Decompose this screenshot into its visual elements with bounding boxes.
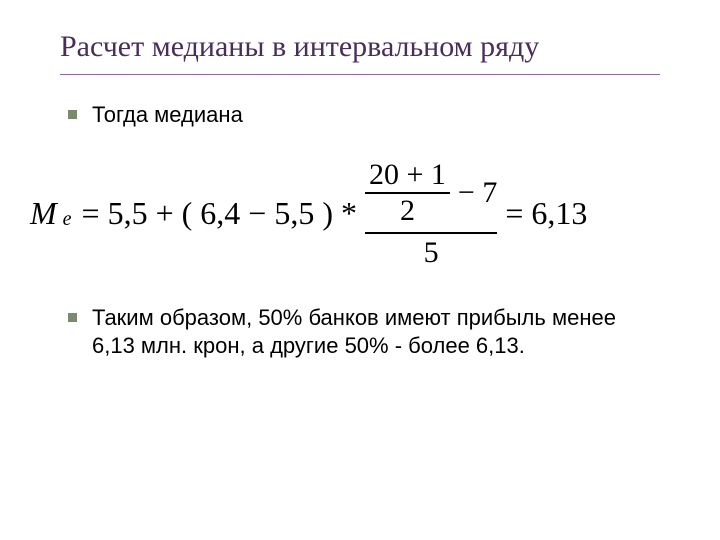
- title-underline: [60, 74, 660, 75]
- formula-eq2: =: [505, 195, 523, 232]
- formula-inner-fraction: 20 + 1 2: [365, 160, 450, 226]
- formula-lparen: (: [182, 195, 193, 232]
- formula-star: *: [341, 195, 357, 232]
- bullet-item-1: Тогда медиана: [60, 101, 660, 130]
- formula-big-fraction-num: 20 + 1 2 − 7: [365, 160, 497, 226]
- square-bullet-icon: [68, 313, 77, 322]
- median-formula: M e = 5,5 + ( 6,4 − 5,5 ) * 20 + 1 2 − 7…: [30, 160, 660, 268]
- bullet-text-2: Таким образом, 50% банков имеют прибыль …: [92, 305, 616, 359]
- formula-minus-7: − 7: [458, 178, 497, 208]
- square-bullet-icon: [68, 110, 77, 119]
- formula-inner-den: 2: [396, 196, 419, 226]
- formula-rparen: ): [322, 195, 333, 232]
- bullet-item-2: Таким образом, 50% банков имеют прибыль …: [60, 304, 660, 361]
- formula-sub-e: e: [63, 208, 72, 231]
- slide: Расчет медианы в интервальном ряду Тогда…: [0, 0, 720, 540]
- bullet-list: Тогда медиана: [60, 101, 660, 130]
- formula-v3: 5,5: [274, 195, 314, 232]
- formula-eq1: =: [82, 195, 100, 232]
- bullet-text-1: Тогда медиана: [92, 102, 243, 127]
- bullet-list-2: Таким образом, 50% банков имеют прибыль …: [60, 304, 660, 361]
- formula-plus: +: [156, 195, 174, 232]
- formula-outer-bar: [365, 232, 497, 234]
- formula-minus: −: [248, 195, 266, 232]
- formula-big-fraction: 20 + 1 2 − 7 5: [365, 160, 497, 268]
- formula-M: M: [30, 195, 57, 232]
- formula-v2: 6,4: [200, 195, 240, 232]
- formula-inner-num: 20 + 1: [365, 160, 450, 190]
- formula-v1: 5,5: [108, 195, 148, 232]
- formula-outer-den: 5: [424, 238, 439, 268]
- formula-result: 6,13: [531, 195, 587, 232]
- slide-title: Расчет медианы в интервальном ряду: [60, 30, 660, 64]
